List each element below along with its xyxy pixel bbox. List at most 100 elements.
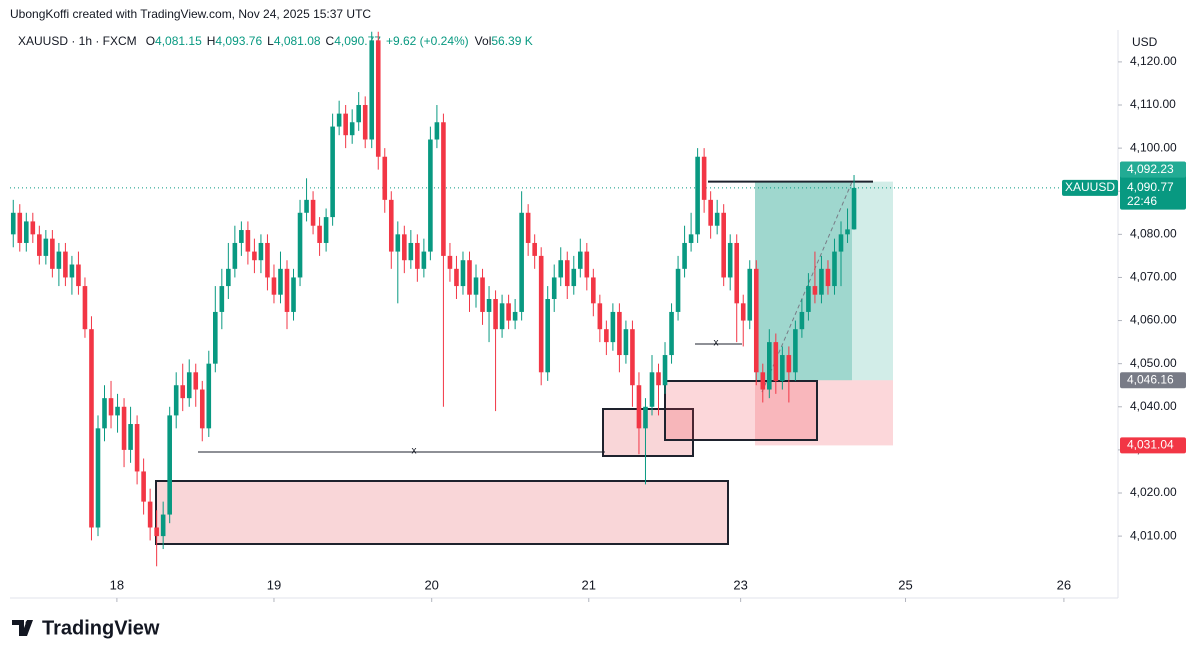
candle-body [747, 268, 753, 321]
candle-body [10, 212, 16, 235]
candle-body [23, 221, 29, 243]
candle-body [493, 299, 498, 330]
candle-body [343, 113, 348, 136]
candle-body [141, 471, 146, 502]
candle-body [271, 277, 277, 295]
candle-body [740, 303, 746, 321]
candle-body [317, 225, 322, 243]
credit: UbongKoffi created with TradingView.com,… [10, 7, 371, 21]
candle-body [838, 234, 844, 252]
candle-body [349, 122, 355, 136]
candle-body [825, 268, 831, 287]
candle-body [89, 329, 94, 528]
entry-tag [1120, 372, 1186, 389]
candle-body [486, 299, 492, 312]
y-tick-label: 4,070.00 [1130, 270, 1177, 284]
candle-body [213, 311, 218, 364]
candle-body [226, 268, 231, 287]
candle-body [310, 199, 316, 226]
candle-body [291, 277, 296, 312]
symbol-legend: XAUUSD · 1h · FXCM O 4,081.15 H 4,093.76 L 4,0… [18, 34, 533, 48]
candle-body [265, 242, 270, 278]
volume-value: 56.39 K [491, 34, 532, 48]
candle-body [76, 264, 81, 287]
candle-body [819, 268, 824, 295]
candle-body [128, 424, 133, 450]
candle-body [95, 428, 101, 528]
last-price-label: 4,090.77 [1127, 180, 1174, 194]
candle-body [402, 234, 407, 261]
candle-body [304, 199, 309, 213]
plot: xx [10, 31, 1118, 567]
stop-label: 4,031.04 [1127, 438, 1174, 452]
candle-body [375, 40, 381, 157]
candle-body [675, 268, 681, 312]
candle-body [408, 242, 414, 261]
legend-key: H [207, 34, 216, 48]
candle-body [447, 255, 453, 269]
y-tick-label: 4,100.00 [1130, 140, 1177, 154]
symbol-tag-label: XAUUSD [1065, 180, 1115, 194]
candle-body [232, 242, 238, 269]
candle-body [154, 527, 159, 537]
logo: TradingView [12, 617, 160, 639]
candle-body [708, 199, 713, 226]
candle-body [767, 342, 772, 390]
candle-body [362, 105, 368, 140]
candle-body [584, 251, 590, 278]
candle-body [173, 385, 179, 416]
y-tick-label: 4,060.00 [1130, 313, 1177, 327]
y-tick-label: 4,120.00 [1130, 54, 1177, 68]
candle-body [239, 230, 244, 243]
candle-body [278, 268, 283, 295]
candle-body [206, 363, 212, 429]
candle-body [330, 126, 335, 218]
candle-body [428, 139, 433, 252]
candle-body [30, 221, 36, 235]
candle-body [382, 156, 388, 200]
candle-body [734, 242, 740, 304]
brand: TradingView [42, 617, 160, 639]
legend-value: 4,081.15 [155, 34, 202, 48]
candle-body [108, 398, 114, 416]
candle-body [467, 260, 472, 295]
candle-body [56, 251, 62, 269]
candle-body [284, 268, 290, 312]
candle-body [434, 122, 440, 140]
price-tag-target [1120, 161, 1186, 178]
x-tick-label: 23 [733, 577, 747, 592]
volume-key: Vol [475, 34, 492, 48]
x-tick-label: 26 [1057, 577, 1071, 592]
candle-body [50, 238, 55, 269]
candle-body [727, 242, 733, 278]
candle-body [806, 286, 811, 312]
candle-body [102, 398, 107, 429]
symbol-tag [1062, 179, 1118, 196]
symbol: XAUUSD · 1h · FXCM [18, 34, 137, 48]
candle-body [499, 303, 505, 330]
candle-body [519, 212, 524, 312]
candle-body [121, 406, 127, 450]
entry-label: 4,046.16 [1127, 372, 1174, 386]
candle-body [186, 372, 192, 399]
candle-body [760, 372, 766, 390]
x-tick-label: 21 [582, 577, 596, 592]
candle-body [695, 156, 700, 235]
candle-body [721, 212, 726, 278]
demand-zone [602, 408, 694, 457]
candle-body [454, 268, 459, 287]
candle-body [258, 242, 264, 261]
y-tick-label: 4,010.00 [1130, 528, 1177, 542]
change: +9.62 (+0.24%) [386, 34, 469, 48]
y-tick-label: 4,040.00 [1130, 399, 1177, 413]
candle-body [799, 311, 805, 330]
candle-body [160, 514, 166, 537]
candle-body [532, 242, 537, 256]
candle-body [604, 329, 609, 343]
candle-body [421, 251, 427, 269]
candle-body [43, 238, 49, 256]
candle-body [167, 415, 172, 515]
candle-body [786, 355, 792, 373]
candle-body [812, 286, 818, 295]
candle-body [356, 105, 361, 123]
